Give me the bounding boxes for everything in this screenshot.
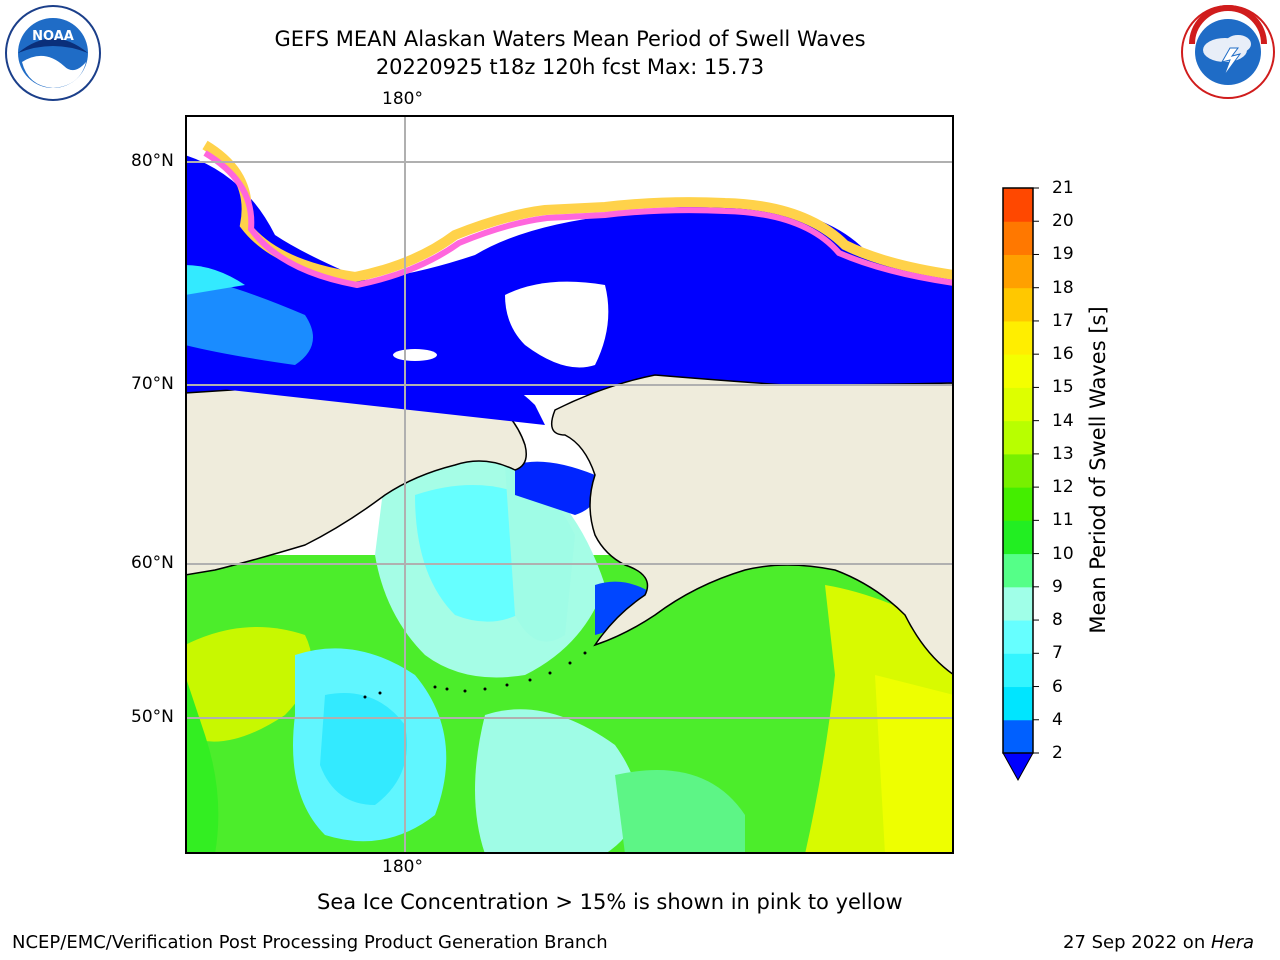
map-frame xyxy=(185,115,954,854)
colorbar-tick-label: 12 xyxy=(1052,477,1074,498)
colorbar-tick-label: 2 xyxy=(1052,743,1063,763)
colorbar-band xyxy=(1003,320,1033,355)
colorbar-band xyxy=(1003,420,1033,455)
colorbar-band xyxy=(1003,520,1033,555)
colorbar-tick-label: 21 xyxy=(1052,178,1074,198)
colorbar-tick-label: 7 xyxy=(1052,643,1063,664)
lon-label-top: 180° xyxy=(382,89,423,109)
map-subtitle: 20220925 t18z 120h fcst Max: 15.73 xyxy=(375,55,765,79)
colorbar-tick-label: 13 xyxy=(1052,443,1074,464)
colorbar-label: Mean Period of Swell Waves [s] xyxy=(1086,306,1110,634)
colorbar-extend-arrow xyxy=(1002,752,1034,782)
colorbar-band xyxy=(1003,686,1033,721)
lon-label-bottom: 180° xyxy=(382,857,423,877)
colorbar-tick-label: 4 xyxy=(1052,709,1063,730)
colorbar-band xyxy=(1003,354,1033,388)
lat-label-70: 70°N xyxy=(131,374,174,394)
colorbar-tick-label: 18 xyxy=(1052,277,1074,298)
colorbar-band xyxy=(1003,287,1033,322)
noaa-logo-icon: NOAA xyxy=(5,5,101,101)
colorbar-tick-label: 8 xyxy=(1052,610,1063,631)
colorbar-band xyxy=(1003,653,1033,688)
colorbar-band xyxy=(1003,254,1033,289)
colorbar-tick-label: 11 xyxy=(1052,510,1074,531)
lat-label-80: 80°N xyxy=(131,151,174,171)
colorbar-band xyxy=(1003,719,1033,754)
colorbar-band xyxy=(1003,221,1033,255)
sea-ice-note: Sea Ice Concentration > 15% is shown in … xyxy=(317,890,903,914)
colorbar-tick-label: 6 xyxy=(1052,676,1063,697)
colorbar-frame xyxy=(1002,187,1034,754)
colorbar-band xyxy=(1003,620,1033,654)
colorbar-tick-label: 16 xyxy=(1052,344,1074,365)
footer-right: 27 Sep 2022 on Hera xyxy=(1063,932,1254,953)
colorbar-tick-label: 10 xyxy=(1052,543,1074,564)
map-panel xyxy=(185,115,954,854)
noaa-logo-text: NOAA xyxy=(32,29,74,44)
lat-label-50: 50°N xyxy=(131,707,174,727)
colorbar-tick-label: 14 xyxy=(1052,410,1074,431)
colorbar-tick-label: 9 xyxy=(1052,576,1063,597)
nws-logo-icon xyxy=(1181,5,1275,99)
colorbar-band xyxy=(1003,387,1033,422)
colorbar-tick-label: 20 xyxy=(1052,211,1074,232)
footer-left: NCEP/EMC/Verification Post Processing Pr… xyxy=(12,932,608,953)
colorbar-tick-label: 17 xyxy=(1052,310,1074,331)
colorbar xyxy=(1002,187,1039,782)
colorbar-band xyxy=(1003,487,1033,521)
lat-label-60: 60°N xyxy=(131,553,174,573)
colorbar-band xyxy=(1003,453,1033,488)
graticule xyxy=(185,115,954,854)
colorbar-band xyxy=(1003,586,1033,621)
colorbar-band xyxy=(1003,188,1033,222)
footer-host: Hera xyxy=(1210,932,1254,953)
colorbar-tick-label: 19 xyxy=(1052,244,1074,265)
footer-date: 27 Sep 2022 on xyxy=(1063,932,1211,953)
colorbar-tick-label: 15 xyxy=(1052,377,1074,398)
colorbar-band xyxy=(1003,553,1033,588)
map-title: GEFS MEAN Alaskan Waters Mean Period of … xyxy=(274,27,866,51)
